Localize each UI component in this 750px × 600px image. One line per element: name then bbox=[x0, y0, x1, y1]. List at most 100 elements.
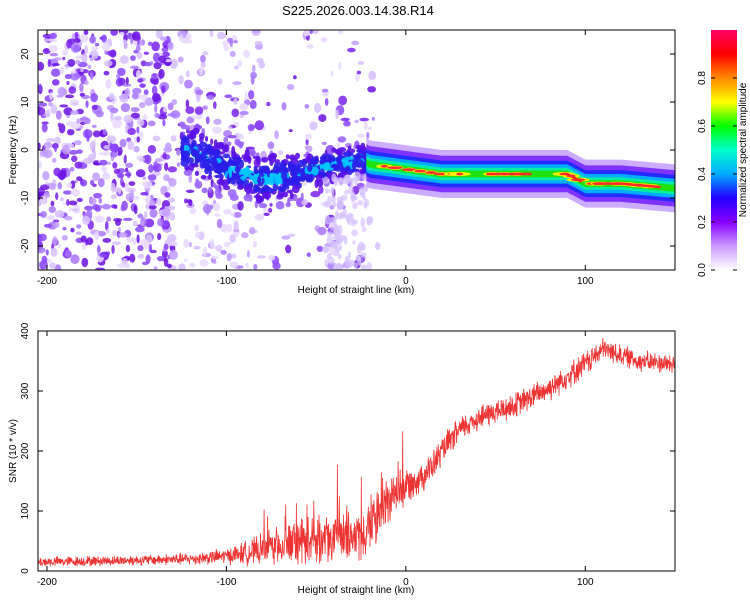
spectrogram-cell bbox=[127, 127, 136, 136]
spectrogram-peak-segment bbox=[563, 172, 583, 183]
spectrogram-cell bbox=[194, 106, 204, 115]
spectrogram-cell bbox=[236, 155, 241, 166]
spectrogram-cell bbox=[131, 92, 139, 100]
spectrogram-cell bbox=[332, 229, 336, 236]
spectrogram-cell bbox=[267, 141, 275, 150]
spectrogram-cell bbox=[249, 174, 254, 181]
spectrogram-cell bbox=[213, 139, 218, 148]
spectrogram-cell bbox=[374, 242, 381, 250]
spectrogram-cell bbox=[111, 150, 116, 158]
spectrogram-cell bbox=[41, 123, 48, 133]
spectrogram-cell bbox=[52, 157, 57, 163]
spectrogram-cell bbox=[117, 151, 121, 157]
spectrogram-cell bbox=[193, 245, 201, 250]
spectrogram-cell bbox=[180, 159, 190, 167]
spectrogram-cell bbox=[238, 143, 243, 149]
spectrogram-cell bbox=[167, 197, 176, 204]
spectrogram-cell bbox=[38, 61, 45, 71]
spectrogram-cell bbox=[125, 162, 134, 168]
spectrogram-cell bbox=[330, 156, 336, 162]
spectrogram-cell bbox=[102, 42, 111, 51]
spectrogram-cell bbox=[149, 249, 157, 254]
spectrogram-cell bbox=[94, 42, 100, 47]
spectrogram-cell bbox=[135, 169, 146, 178]
spectrogram-cell bbox=[212, 150, 220, 156]
spectrogram-cell bbox=[249, 99, 257, 110]
spectrogram-cell bbox=[153, 62, 162, 70]
spectrogram-cell bbox=[66, 128, 75, 136]
spectrogram-cell bbox=[118, 77, 126, 86]
spectrogram-cell bbox=[121, 182, 126, 188]
spectrogram-cell bbox=[212, 202, 221, 212]
spectrogram-cell bbox=[178, 75, 184, 85]
spectrogram-cell bbox=[357, 61, 365, 65]
spectrogram-cell bbox=[239, 103, 249, 111]
spectrogram-cell bbox=[204, 158, 210, 163]
spectrogram-cell bbox=[109, 107, 119, 114]
spectrogram-cell bbox=[254, 185, 258, 194]
spectrogram-cell bbox=[320, 37, 328, 43]
spectrogram-cell bbox=[328, 246, 334, 256]
spectrogram-cell bbox=[216, 31, 227, 40]
spectrogram-cell bbox=[265, 187, 271, 191]
spectrogram-cell bbox=[256, 155, 261, 165]
spectrogram-cell bbox=[202, 203, 212, 214]
spectrogram-cell bbox=[96, 244, 101, 255]
spectrogram-cell bbox=[356, 70, 362, 75]
spectrogram-cell bbox=[244, 91, 248, 101]
spectrogram-cell bbox=[161, 85, 166, 94]
spectrogram-cell bbox=[112, 161, 118, 169]
spectrogram-cell bbox=[268, 254, 276, 261]
snr-y-tick-label: 0 bbox=[20, 568, 31, 574]
spectrogram-cell bbox=[75, 59, 81, 65]
spectrogram-cell bbox=[92, 172, 100, 182]
spectrogram-cell bbox=[289, 192, 294, 200]
spectrogram-cell bbox=[206, 95, 215, 101]
spectrogram-cell bbox=[42, 48, 51, 55]
spectrogram-cell bbox=[88, 55, 93, 59]
spectrogram-cell bbox=[54, 136, 61, 145]
spectrogram-y-tick-label: 10 bbox=[20, 96, 31, 108]
spectrogram-cell bbox=[185, 106, 195, 114]
spectrogram-cell bbox=[62, 190, 73, 195]
spectrogram-cell bbox=[154, 113, 161, 118]
spectrogram-cell bbox=[257, 255, 266, 259]
spectrogram-cell bbox=[330, 70, 334, 77]
spectrogram-cell bbox=[281, 235, 291, 240]
spectrogram-cell bbox=[51, 79, 60, 86]
spectrogram-cell bbox=[293, 176, 301, 185]
spectrogram-cell bbox=[53, 143, 58, 153]
colorbar-gradient bbox=[711, 30, 737, 270]
colorbar-tick-label: 0.4 bbox=[697, 167, 708, 181]
spectrogram-cell bbox=[47, 59, 52, 68]
spectrogram-cell bbox=[227, 126, 233, 130]
spectrogram-cell bbox=[274, 130, 279, 140]
spectrogram-cell bbox=[335, 109, 339, 120]
spectrogram-cell bbox=[178, 121, 186, 127]
spectrogram-cell bbox=[347, 217, 351, 226]
spectrogram-cell bbox=[44, 38, 50, 42]
spectrogram-cell bbox=[223, 144, 230, 153]
spectrogram-cell bbox=[285, 244, 292, 254]
spectrogram-cell bbox=[124, 88, 131, 97]
spectrogram-cell bbox=[229, 37, 234, 47]
spectrogram-cell bbox=[138, 157, 146, 162]
spectrogram-cell bbox=[169, 212, 176, 221]
spectrogram-cell bbox=[278, 186, 287, 193]
spectrogram-cell bbox=[306, 44, 314, 49]
spectrogram-cell bbox=[339, 214, 343, 221]
spectrogram-cell bbox=[354, 158, 364, 167]
spectrogram-cell bbox=[350, 213, 354, 222]
spectrogram-cell bbox=[361, 243, 366, 251]
spectrogram-cell bbox=[89, 197, 97, 206]
spectrogram-x-tick-label: -200 bbox=[37, 276, 57, 287]
spectrogram-cell bbox=[62, 49, 69, 56]
spectrogram-cell bbox=[143, 180, 153, 189]
spectrogram-cell bbox=[86, 237, 94, 246]
spectrogram-cell bbox=[110, 30, 118, 36]
spectrogram-y-tick-label: -10 bbox=[20, 190, 31, 205]
spectrogram-cell bbox=[79, 82, 84, 93]
spectrogram-cell bbox=[136, 51, 143, 60]
spectrogram-cell bbox=[229, 160, 236, 164]
spectrogram-cell bbox=[161, 249, 168, 259]
